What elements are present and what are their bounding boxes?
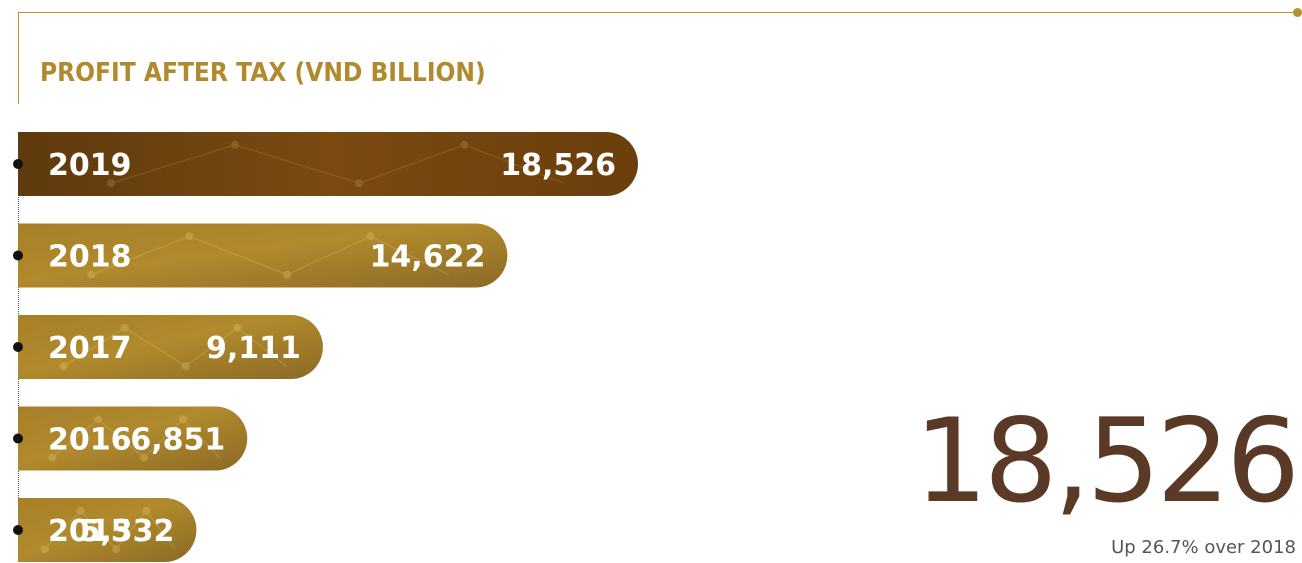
timeline-dot-2016 xyxy=(13,433,23,444)
pattern-line xyxy=(52,418,99,459)
frame-corner-dot xyxy=(1293,8,1302,17)
pattern-node xyxy=(87,270,96,279)
pattern-line xyxy=(91,235,190,276)
pattern-node xyxy=(107,179,115,188)
highlight-caption: Up 26.7% over 2018 xyxy=(1111,537,1296,558)
bar-value-label: 9,111 xyxy=(206,331,301,366)
bar-group-2018: 2018 14,622 xyxy=(13,223,508,288)
pattern-line xyxy=(185,327,238,367)
pattern-line xyxy=(464,144,564,184)
pattern-node xyxy=(460,140,469,149)
frame-top-line xyxy=(18,12,1294,13)
pattern-line xyxy=(143,418,184,459)
bar-value-label: 5,332 xyxy=(80,514,175,549)
pattern-line xyxy=(80,510,117,550)
timeline-dot-2019 xyxy=(13,159,23,169)
bar-pattern-2016 xyxy=(48,415,221,462)
pattern-line xyxy=(358,144,465,184)
bar-value-label: 6,851 xyxy=(130,423,225,458)
pattern-line xyxy=(189,235,288,276)
highlight-value: 18,526 xyxy=(914,394,1300,529)
timeline-dot-2017 xyxy=(13,342,23,352)
pattern-node xyxy=(76,506,85,515)
bar-value-label: 14,622 xyxy=(370,240,486,275)
bar-2018 xyxy=(18,223,508,288)
bar-pattern-2015 xyxy=(40,506,176,554)
pattern-node xyxy=(283,270,292,279)
pattern-node xyxy=(48,453,57,462)
bar-category-label: 2018 xyxy=(48,240,132,275)
bar-2016 xyxy=(18,406,248,471)
bar-2019 xyxy=(18,132,638,196)
timeline-dot-2018 xyxy=(13,250,23,261)
pattern-line xyxy=(370,235,449,276)
pattern-node xyxy=(59,362,68,371)
pattern-line xyxy=(237,327,287,367)
pattern-node xyxy=(231,140,239,149)
bar-group-2019: 2019 18,526 xyxy=(13,132,638,196)
pattern-node xyxy=(112,545,121,554)
pattern-node xyxy=(179,415,188,424)
chart-title: PROFIT AFTER TAX (VND BILLION) xyxy=(40,58,486,88)
pattern-node xyxy=(140,453,149,462)
bar-2017 xyxy=(18,315,323,379)
pattern-line xyxy=(146,510,176,550)
pattern-node xyxy=(185,232,194,241)
pattern-node xyxy=(120,323,129,332)
pattern-line xyxy=(182,418,221,459)
pattern-line xyxy=(97,418,145,459)
frame-left-line xyxy=(18,12,19,104)
bar-2015 xyxy=(18,498,197,562)
pattern-node xyxy=(233,323,242,332)
bar-group-2017: 2017 9,111 xyxy=(13,315,323,379)
pattern-node xyxy=(142,506,151,515)
pattern-line xyxy=(286,235,371,276)
pattern-line xyxy=(63,327,125,367)
bar-pattern-2017 xyxy=(59,323,287,371)
pattern-line xyxy=(110,144,236,184)
pattern-node xyxy=(94,415,103,424)
pattern-line xyxy=(234,144,360,184)
bar-category-label: 2016 xyxy=(48,423,132,458)
bar-pattern-2019 xyxy=(107,140,564,188)
bar-category-label: 2015 xyxy=(48,514,132,549)
timeline-dot-2015 xyxy=(13,525,23,535)
pattern-node xyxy=(181,362,190,371)
pattern-node xyxy=(366,232,375,241)
pattern-node xyxy=(40,545,49,554)
pattern-node xyxy=(355,179,363,188)
bar-category-label: 2017 xyxy=(48,331,132,366)
bar-value-label: 18,526 xyxy=(500,148,616,183)
pattern-line xyxy=(124,327,186,367)
bar-category-label: 2019 xyxy=(48,148,132,183)
pattern-line xyxy=(115,510,147,550)
bar-pattern-2018 xyxy=(87,232,449,279)
pattern-line xyxy=(44,510,81,550)
